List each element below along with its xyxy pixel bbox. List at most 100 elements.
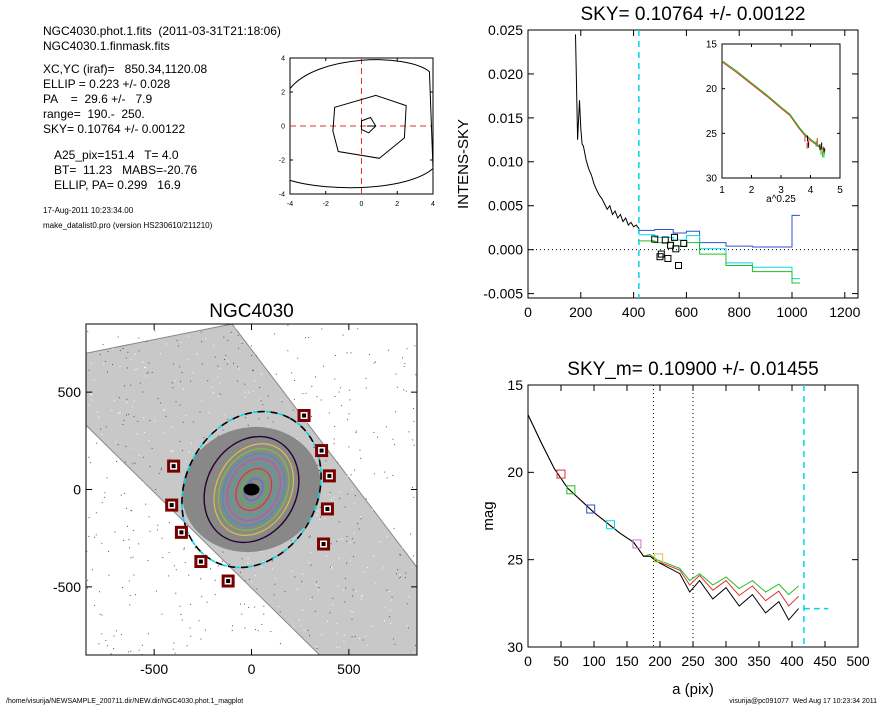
noise-pixel: [144, 631, 146, 633]
noise-pixel: [201, 548, 203, 550]
noise-pixel: [317, 589, 319, 591]
noise-pixel: [184, 562, 186, 564]
noise-pixel: [395, 373, 397, 375]
noise-pixel: [355, 430, 357, 432]
noise-pixel: [244, 603, 246, 605]
noise-pixel: [186, 645, 188, 647]
noise-pixel: [113, 632, 115, 634]
noise-pixel: [183, 547, 185, 549]
noise-pixel: [386, 477, 388, 479]
noise-pixel: [260, 373, 262, 375]
mag-marker-square: [654, 553, 664, 563]
noise-pixel: [149, 518, 151, 520]
noise-pixel: [105, 426, 107, 428]
noise-pixel: [169, 458, 171, 460]
noise-pixel: [252, 369, 254, 371]
noise-pixel: [389, 590, 391, 592]
noise-pixel: [86, 516, 88, 518]
noise-pixel: [204, 338, 206, 340]
noise-pixel: [148, 516, 150, 518]
noise-pixel: [359, 424, 361, 426]
mag-marker-square: [556, 469, 566, 479]
noise-pixel: [141, 644, 143, 646]
noise-pixel: [180, 601, 182, 603]
noise-pixel: [247, 424, 249, 426]
noise-pixel: [125, 357, 127, 359]
noise-pixel: [376, 512, 378, 514]
mask-box-core: [171, 464, 176, 469]
noise-pixel: [254, 651, 256, 653]
inset-ytick-label: 15: [706, 40, 718, 51]
mag-plot-ytick-label: 20: [507, 464, 523, 480]
noise-pixel: [91, 394, 93, 396]
noise-pixel: [404, 363, 406, 365]
noise-pixel: [320, 516, 322, 518]
noise-pixel: [128, 635, 130, 637]
noise-pixel: [95, 542, 97, 544]
noise-pixel: [280, 632, 282, 634]
noise-pixel: [190, 635, 192, 637]
noise-pixel: [356, 590, 358, 592]
noise-pixel: [347, 452, 349, 454]
noise-pixel: [252, 338, 254, 340]
ellipse-range: [203, 435, 300, 544]
inset-ytick-label: 20: [706, 84, 718, 95]
noise-pixel: [125, 571, 127, 573]
noise-pixel: [404, 453, 406, 455]
noise-pixel: [130, 509, 132, 511]
noise-pixel: [179, 404, 181, 406]
noise-pixel: [321, 328, 323, 330]
noise-pixel: [161, 555, 163, 557]
noise-pixel: [161, 537, 163, 539]
noise-pixel: [408, 596, 410, 598]
sky-plot-ytick-label: -0.005: [483, 286, 523, 302]
noise-pixel: [336, 632, 338, 634]
noise-pixel: [162, 557, 164, 559]
noise-pixel: [304, 367, 306, 369]
mag-plot-ylabel: mag: [480, 501, 497, 530]
noise-pixel: [110, 540, 112, 542]
noise-pixel: [247, 557, 249, 559]
noise-pixel: [126, 402, 128, 404]
noise-pixel: [221, 560, 223, 562]
inset-frame: [721, 43, 841, 179]
noise-pixel: [316, 514, 318, 516]
sky-plot-ylabel: INTENS-SKY: [455, 119, 472, 209]
noise-pixel: [354, 495, 356, 497]
noise-pixel: [160, 469, 162, 471]
noise-pixel: [356, 401, 358, 403]
noise-pixel: [241, 341, 243, 343]
noise-pixel: [175, 401, 177, 403]
noise-pixel: [407, 508, 409, 510]
noise-pixel: [115, 538, 117, 540]
noise-pixel: [337, 462, 339, 464]
noise-pixel: [206, 627, 208, 629]
noise-pixel: [245, 633, 247, 635]
noise-pixel: [125, 445, 127, 447]
footer-path: /home/visurija/NEWSAMPLE_200711.dir/NEW.…: [6, 698, 244, 705]
center-plot-ytick-label: -2: [279, 157, 285, 164]
image-xtick-label: 500: [337, 661, 361, 677]
noise-pixel: [338, 557, 340, 559]
noise-pixel: [374, 361, 376, 363]
noise-pixel: [400, 554, 402, 556]
noise-pixel: [247, 562, 249, 564]
noise-pixel: [138, 350, 140, 352]
mag-plot-xlabel: a (pix): [672, 681, 714, 698]
noise-pixel: [357, 328, 359, 330]
noise-pixel: [296, 438, 298, 440]
inset-ytick-label: 25: [706, 129, 718, 140]
mag-marker-square: [632, 539, 642, 549]
isophote-contour: [230, 463, 277, 517]
noise-pixel: [294, 638, 296, 640]
noise-pixel: [271, 560, 273, 562]
noise-pixel: [158, 615, 160, 617]
noise-pixel: [142, 391, 144, 393]
noise-pixel: [104, 335, 106, 337]
noise-pixel: [172, 363, 174, 365]
noise-pixel: [223, 336, 225, 338]
noise-pixel: [95, 477, 97, 479]
noise-pixel: [338, 391, 340, 393]
noise-pixel: [116, 506, 118, 508]
sky-profile-line: [575, 34, 640, 229]
